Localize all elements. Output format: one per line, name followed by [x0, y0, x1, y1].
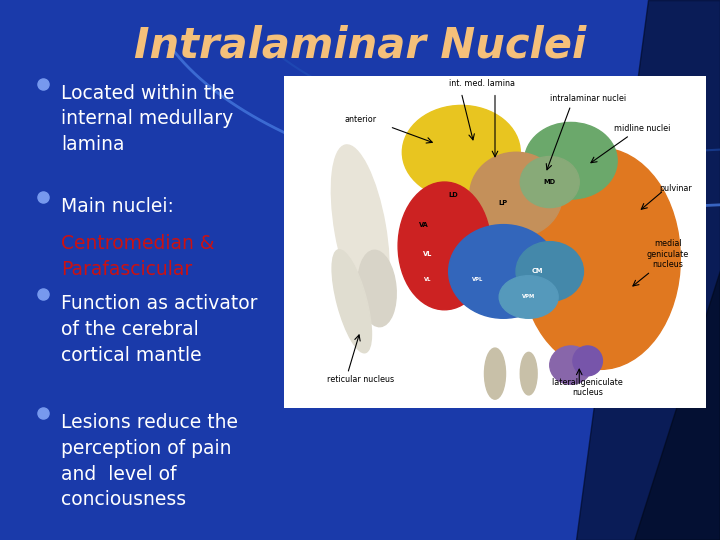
Text: VPM: VPM: [522, 294, 536, 300]
Text: intralaminar nuclei: intralaminar nuclei: [549, 94, 626, 103]
Ellipse shape: [331, 145, 389, 313]
Text: CM: CM: [531, 268, 543, 274]
Text: Lesions reduce the
perception of pain
and  level of
conciousness: Lesions reduce the perception of pain an…: [61, 413, 238, 509]
Polygon shape: [576, 0, 720, 540]
Text: int. med. lamina: int. med. lamina: [449, 79, 516, 88]
Ellipse shape: [398, 182, 491, 310]
Ellipse shape: [516, 241, 583, 301]
Ellipse shape: [469, 152, 562, 238]
Ellipse shape: [449, 225, 558, 318]
Text: MD: MD: [544, 179, 556, 185]
Text: lateral geniculate
nucleus: lateral geniculate nucleus: [552, 377, 623, 397]
Text: Main nuclei:: Main nuclei:: [61, 197, 174, 216]
Ellipse shape: [358, 250, 396, 327]
FancyBboxPatch shape: [284, 76, 706, 408]
Text: midline nuclei: midline nuclei: [614, 124, 670, 133]
Text: pulvinar: pulvinar: [660, 184, 693, 193]
Ellipse shape: [332, 249, 372, 353]
Text: medial
geniculate
nucleus: medial geniculate nucleus: [647, 239, 689, 269]
Text: Function as activator
of the cerebral
cortical mantle: Function as activator of the cerebral co…: [61, 294, 258, 365]
Text: Located within the
internal medullary
lamina: Located within the internal medullary la…: [61, 84, 235, 154]
Ellipse shape: [485, 348, 505, 399]
Text: LP: LP: [499, 200, 508, 206]
Ellipse shape: [499, 276, 558, 318]
Ellipse shape: [521, 157, 580, 207]
Text: VA: VA: [418, 221, 428, 228]
Ellipse shape: [550, 346, 592, 384]
Ellipse shape: [402, 105, 521, 199]
Ellipse shape: [521, 148, 680, 369]
Text: Intralaminar Nuclei: Intralaminar Nuclei: [134, 24, 586, 66]
Text: VPL: VPL: [472, 278, 484, 282]
Ellipse shape: [524, 123, 617, 199]
Text: VL: VL: [424, 278, 431, 282]
Text: Centromedian &
Parafascicular: Centromedian & Parafascicular: [61, 234, 215, 279]
Text: reticular nucleus: reticular nucleus: [327, 375, 394, 384]
Text: LD: LD: [448, 192, 458, 198]
Text: VL: VL: [423, 252, 432, 258]
Text: anterior: anterior: [344, 116, 377, 124]
Ellipse shape: [521, 353, 537, 395]
Polygon shape: [634, 270, 720, 540]
Ellipse shape: [573, 346, 603, 376]
